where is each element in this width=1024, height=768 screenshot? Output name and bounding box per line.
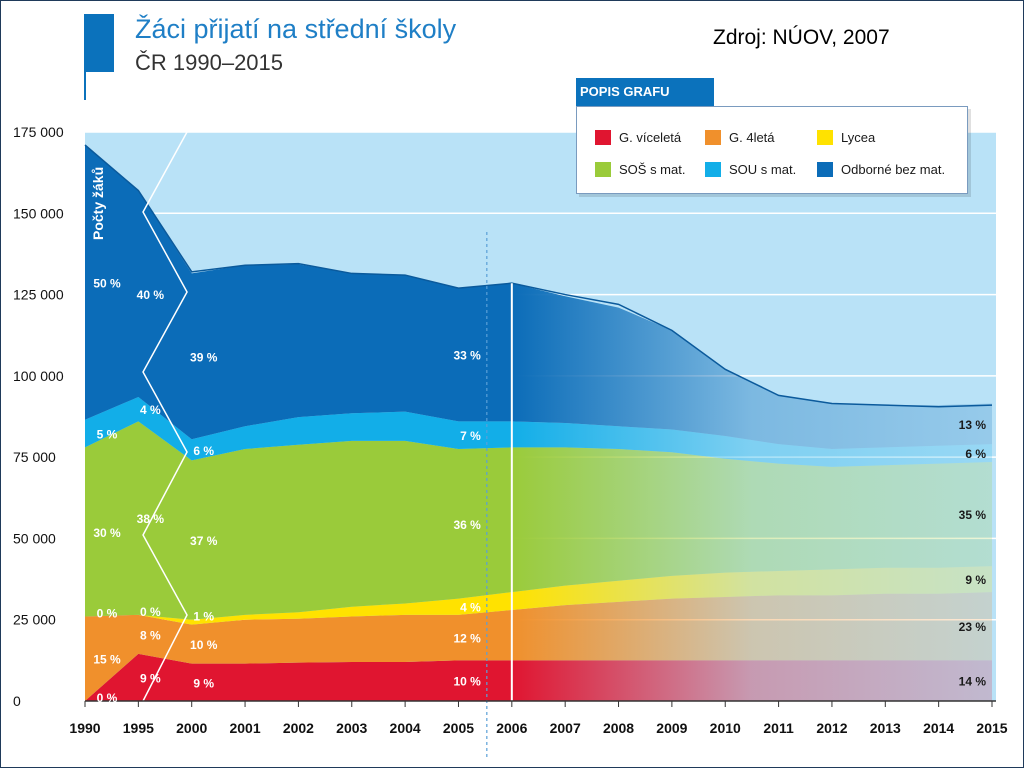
legend-item-odborne-bez-mat: Odborné bez mat.	[817, 159, 945, 179]
data-label: 5 %	[97, 428, 118, 442]
y-tick-label: 75 000	[13, 449, 56, 465]
data-label: 6 %	[193, 444, 214, 458]
data-label: 7 %	[460, 429, 481, 443]
data-label: 23 %	[959, 620, 987, 634]
legend-label: Lycea	[841, 129, 876, 145]
y-tick-label: 50 000	[13, 530, 56, 546]
data-label: 14 %	[959, 675, 987, 689]
data-label: 35 %	[959, 508, 987, 522]
axis-break-zigzag	[142, 131, 188, 702]
legend-label: SOŠ s mat.	[619, 161, 686, 177]
data-label: 1 %	[193, 610, 214, 624]
x-tick-label: 2005	[443, 720, 474, 736]
data-label: 0 %	[97, 606, 118, 620]
data-label: 40 %	[137, 288, 165, 302]
data-label: 12 %	[453, 632, 481, 646]
x-tick-label: 1995	[123, 720, 154, 736]
y-tick-label: 150 000	[13, 205, 64, 221]
legend-swatch	[595, 129, 611, 145]
data-label: 39 %	[190, 350, 218, 364]
legend-swatch	[817, 129, 833, 145]
data-label: 13 %	[959, 418, 987, 432]
data-label: 0 %	[97, 691, 118, 705]
legend-item-sos-s-mat: SOŠ s mat.	[595, 159, 685, 179]
x-tick-label: 2014	[923, 720, 954, 736]
data-label: 4 %	[140, 403, 161, 417]
data-label: 9 %	[193, 676, 214, 690]
data-label: 38 %	[137, 512, 165, 526]
title-accent-line	[84, 72, 86, 100]
area-1-forecast	[511, 592, 992, 661]
title-accent-bar	[84, 14, 114, 72]
area-5-observed	[85, 145, 512, 440]
area-5-forecast	[511, 283, 992, 450]
area-0-forecast	[511, 660, 992, 701]
data-label: 33 %	[453, 349, 481, 363]
legend-label: G. 4letá	[729, 129, 775, 145]
legend-item-sou-s-mat: SOU s mat.	[705, 159, 796, 179]
area-1-observed	[85, 609, 512, 701]
x-tick-label: 2000	[176, 720, 207, 736]
x-tick-label: 2013	[870, 720, 901, 736]
legend-swatch	[705, 161, 721, 177]
legend-box: G. víceletá G. 4letá Lycea SOŠ s mat. SO…	[576, 106, 968, 194]
chart-title: Žáci přijatí na střední školy	[135, 14, 457, 44]
total-line	[84, 144, 993, 408]
legend-label: Odborné bez mat.	[841, 161, 946, 177]
area-3-observed	[85, 421, 512, 620]
data-label: 15 %	[93, 653, 121, 667]
data-label: 10 %	[190, 638, 218, 652]
y-tick-label: 175 000	[13, 124, 64, 140]
source-note: Zdroj: NÚOV, 2007	[713, 26, 890, 49]
legend-label: G. víceletá	[619, 129, 682, 145]
legend-swatch	[595, 161, 611, 177]
legend-item-g-viceleta: G. víceletá	[595, 127, 681, 147]
legend: POPIS GRAFU G. víceletá G. 4letá Lycea S…	[576, 78, 968, 194]
x-tick-label: 2010	[710, 720, 741, 736]
x-tick-label: 2015	[976, 720, 1007, 736]
x-tick-label: 2003	[336, 720, 367, 736]
legend-swatch	[817, 161, 833, 177]
data-label: 9 %	[965, 573, 986, 587]
area-4-observed	[85, 396, 512, 461]
x-tick-label: 2012	[816, 720, 847, 736]
y-tick-label: 100 000	[13, 368, 64, 384]
data-label: 36 %	[453, 518, 481, 532]
data-label: 10 %	[453, 675, 481, 689]
legend-title: POPIS GRAFU	[576, 78, 714, 106]
y-tick-label: 0	[13, 693, 21, 709]
legend-label: SOU s mat.	[729, 161, 797, 177]
area-3-forecast	[511, 447, 992, 593]
legend-swatch	[705, 129, 721, 145]
area-4-forecast	[511, 421, 992, 467]
legend-item-g-4leta: G. 4letá	[705, 127, 775, 147]
data-label: 30 %	[93, 526, 121, 540]
y-tick-label: 125 000	[13, 287, 64, 303]
x-tick-label: 2006	[496, 720, 527, 736]
data-label: 6 %	[965, 447, 986, 461]
x-tick-label: 2004	[390, 720, 421, 736]
x-tick-label: 2007	[550, 720, 581, 736]
data-label: 0 %	[140, 605, 161, 619]
area-0-observed	[85, 653, 512, 701]
area-2-forecast	[511, 566, 992, 610]
data-label: 4 %	[460, 601, 481, 615]
area-2-observed	[85, 592, 512, 625]
x-tick-label: 2002	[283, 720, 314, 736]
data-label: 37 %	[190, 534, 218, 548]
data-label: 50 %	[93, 276, 121, 290]
x-tick-label: 2008	[603, 720, 634, 736]
x-tick-label: 2009	[656, 720, 687, 736]
x-tick-label: 2001	[229, 720, 260, 736]
x-tick-label: 1990	[69, 720, 100, 736]
legend-item-lycea: Lycea	[817, 127, 875, 147]
chart-subtitle: ČR 1990–2015	[135, 50, 284, 75]
y-axis-label: Počty žáků	[90, 167, 106, 240]
data-label: 8 %	[140, 628, 161, 642]
x-tick-label: 2011	[763, 720, 794, 736]
y-tick-label: 25 000	[13, 612, 56, 628]
data-label: 9 %	[140, 671, 161, 685]
